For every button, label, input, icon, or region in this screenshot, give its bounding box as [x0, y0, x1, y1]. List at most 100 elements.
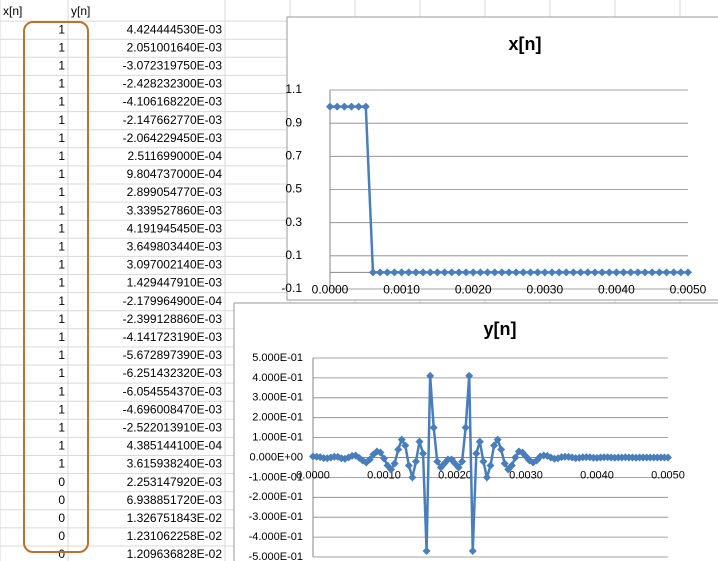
- data-point: [347, 102, 356, 111]
- cell: 0: [58, 547, 65, 561]
- data-point: [476, 268, 485, 277]
- data-point: [426, 268, 435, 277]
- data-point: [562, 268, 571, 277]
- data-point: [533, 268, 542, 277]
- cell: 2.899054770E-03: [127, 185, 223, 199]
- cell: 1: [58, 384, 65, 398]
- cell: -2.399128860E-03: [123, 312, 223, 326]
- data-point: [419, 449, 428, 458]
- data-point: [641, 268, 650, 277]
- data-point: [394, 445, 403, 454]
- y-tick-label: -1.000E-01: [249, 471, 303, 483]
- data-point: [461, 423, 470, 432]
- cell: -4.141723190E-03: [123, 330, 223, 344]
- x-tick-label: 0.0010: [367, 469, 401, 481]
- x-tick-label: 0.0030: [509, 469, 543, 481]
- y-tick-label: 0.3: [285, 215, 302, 229]
- cell: -6.251432320E-03: [123, 366, 223, 380]
- y-tick-label: 2.000E-01: [252, 412, 303, 424]
- cell: 1.326751843E-02: [127, 511, 223, 525]
- cell: 1: [58, 366, 65, 380]
- data-point: [555, 268, 564, 277]
- data-point: [633, 268, 642, 277]
- cell: 2.511699000E-04: [127, 149, 222, 163]
- cell: 1: [58, 457, 65, 471]
- data-point: [340, 102, 349, 111]
- y-tick-label: -0.1: [281, 281, 302, 295]
- data-point: [419, 268, 428, 277]
- data-point: [598, 268, 607, 277]
- y-tick-label: 5.000E-01: [252, 352, 303, 364]
- data-point: [676, 268, 685, 277]
- chart-x[interactable]: x[n] -0.1 0.1 0.3 0.5 0.7 0.9 1.1 0.0000 0.0010 0…: [281, 16, 718, 301]
- x-tick-label: 0.0040: [598, 283, 635, 297]
- cell: 4.385144100E-04: [127, 439, 223, 453]
- cell: 1.209636828E-02: [127, 547, 223, 561]
- data-point: [511, 453, 520, 462]
- cell: -5.672897390E-03: [123, 348, 223, 362]
- cell: 1: [58, 40, 65, 54]
- data-point: [648, 268, 657, 277]
- cell: 0: [58, 529, 65, 543]
- data-point: [326, 102, 334, 111]
- data-point: [433, 457, 442, 466]
- data-point: [482, 473, 491, 482]
- y-tick-label: 0.9: [285, 115, 302, 129]
- y-tick-label: 4.000E-01: [252, 372, 303, 384]
- data-point: [612, 268, 621, 277]
- y-tick-label: 0.7: [285, 149, 302, 163]
- cell: -6.054554370E-03: [123, 384, 223, 398]
- data-point: [493, 435, 502, 444]
- data-point: [354, 102, 363, 111]
- header-cell: y[n]: [71, 4, 90, 18]
- cell: 3.649803440E-03: [127, 239, 223, 253]
- cell: 1: [58, 95, 65, 109]
- cell: 0: [58, 475, 65, 489]
- y-tick-label: 0.000E+00: [249, 451, 303, 463]
- cell: -2.147662770E-03: [123, 113, 223, 127]
- cell: 1: [58, 77, 65, 91]
- x-tick-label: 0.0050: [670, 283, 707, 297]
- data-point: [519, 268, 528, 277]
- x-tick-label: 0.0030: [526, 283, 563, 297]
- x-tick-label: 0.0050: [651, 469, 685, 481]
- data-point: [333, 102, 342, 111]
- chart-title: x[n]: [509, 34, 542, 54]
- x-tick-label: 0.0040: [580, 469, 614, 481]
- cell: 1: [58, 402, 65, 416]
- data-point: [429, 423, 438, 432]
- cell: 1: [58, 439, 65, 453]
- data-point: [422, 547, 431, 556]
- data-point: [454, 463, 463, 472]
- data-point: [390, 268, 399, 277]
- data-point: [626, 268, 635, 277]
- highlight-outline: [23, 21, 89, 553]
- cell: 1: [58, 203, 65, 217]
- data-point: [404, 268, 413, 277]
- data-point: [458, 457, 467, 466]
- chart-area: [233, 302, 718, 561]
- x-tick-label: 0.0000: [296, 469, 330, 481]
- data-point: [380, 454, 388, 463]
- data-point: [390, 459, 399, 468]
- data-point: [462, 268, 471, 277]
- cell: 3.339527860E-03: [127, 203, 223, 217]
- data-point: [605, 268, 614, 277]
- cell: 1: [58, 330, 65, 344]
- data-point: [669, 268, 678, 277]
- cell: 9.804737000E-04: [127, 167, 223, 181]
- cell: 1: [58, 258, 65, 272]
- data-point: [497, 445, 506, 454]
- data-point: [447, 268, 456, 277]
- cell: 2.051001640E-03: [127, 40, 223, 54]
- cell: 1.429447910E-03: [127, 276, 223, 290]
- cell: -4.696008470E-03: [123, 402, 223, 416]
- chart-y[interactable]: y[n] -5.000E-01 -4.000E-01 -3.000E-01 -2.00…: [233, 302, 718, 561]
- cell: 1: [58, 58, 65, 72]
- data-point: [411, 457, 420, 466]
- cell: 1: [58, 239, 65, 253]
- data-point: [365, 455, 374, 464]
- x-tick-label: 0.0000: [312, 283, 349, 297]
- y-tick-label: 3.000E-01: [252, 392, 303, 404]
- cell: 1: [58, 113, 65, 127]
